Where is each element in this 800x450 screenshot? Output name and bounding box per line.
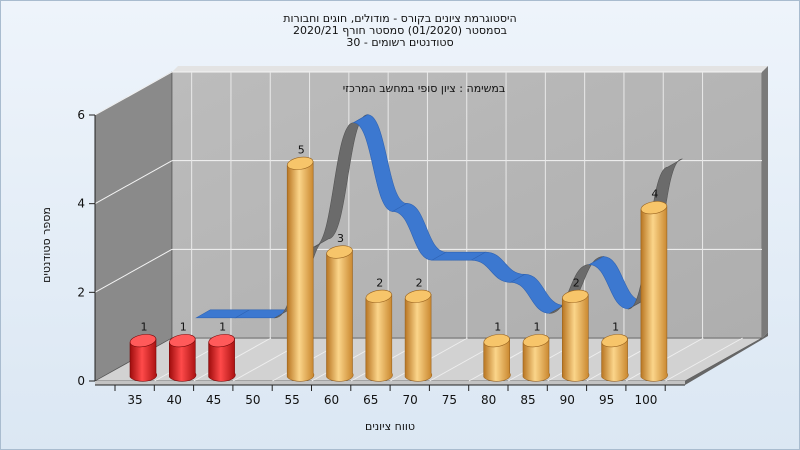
bar bbox=[562, 289, 590, 382]
x-axis-label: טווח ציונים bbox=[365, 420, 415, 433]
bar-top bbox=[208, 334, 235, 348]
bar bbox=[169, 334, 197, 382]
x-tick-label: 85 bbox=[520, 393, 535, 407]
back-wall-top bbox=[172, 66, 768, 72]
bar-body bbox=[208, 338, 236, 382]
bar-value-label: 5 bbox=[298, 143, 305, 156]
bar-value-label: 1 bbox=[534, 321, 541, 334]
bar bbox=[601, 334, 629, 382]
bar bbox=[286, 156, 315, 382]
bar-body bbox=[640, 205, 668, 382]
bar-body bbox=[601, 338, 629, 382]
chart-title-line-1: היסטוגרמת ציונים בקורס - מודולים, חוגים … bbox=[283, 12, 517, 25]
bar-body bbox=[562, 293, 590, 382]
x-tick-label: 50 bbox=[245, 393, 260, 407]
x-tick-label: 45 bbox=[206, 393, 221, 407]
bar-body bbox=[404, 293, 433, 382]
side-gridline bbox=[94, 160, 173, 205]
x-tick-label: 40 bbox=[167, 393, 182, 407]
bar-top bbox=[562, 289, 589, 303]
y-axis-label: מספר סטודנטים bbox=[40, 207, 53, 283]
bar-body bbox=[129, 338, 157, 382]
bar-top bbox=[640, 201, 668, 215]
x-tick-label: 95 bbox=[599, 393, 614, 407]
bar bbox=[326, 245, 354, 382]
x-tick-label: 35 bbox=[127, 393, 142, 407]
chart-subtitle: במשימה : ציון סופי במחשב המרכזי bbox=[343, 82, 506, 95]
floor-front-edge bbox=[95, 381, 685, 385]
bar bbox=[483, 334, 511, 382]
y-tick-label: 6 bbox=[77, 108, 85, 122]
x-tick-label: 60 bbox=[324, 393, 339, 407]
x-tick-label: 100 bbox=[634, 393, 657, 407]
bar-body bbox=[483, 338, 511, 382]
bar-body bbox=[522, 338, 550, 382]
bar-top bbox=[326, 245, 353, 259]
bar-value-label: 1 bbox=[180, 321, 187, 334]
side-gridline bbox=[94, 71, 173, 116]
x-tick-label: 90 bbox=[560, 393, 575, 407]
bar bbox=[404, 289, 433, 382]
y-tick-label: 4 bbox=[77, 197, 85, 211]
x-tick-label: 55 bbox=[285, 393, 300, 407]
bar-top bbox=[169, 334, 196, 348]
chart-title-line-3: 30 - סטודנטים רשומים bbox=[346, 36, 454, 49]
bar-value-label: 1 bbox=[612, 321, 619, 334]
bar-value-label: 1 bbox=[141, 321, 148, 334]
back-wall-right bbox=[762, 66, 768, 338]
bar-value-label: 3 bbox=[337, 232, 344, 245]
bar-top bbox=[601, 334, 628, 348]
bar-body bbox=[286, 160, 315, 382]
bar-value-label: 2 bbox=[416, 276, 423, 289]
bar-value-label: 2 bbox=[573, 276, 580, 289]
bars: 1 1 1 5 3 2 2 1 1 2 1 4 bbox=[129, 143, 668, 382]
bar-body bbox=[365, 293, 393, 382]
y-tick-label: 2 bbox=[77, 285, 85, 299]
bar bbox=[129, 334, 157, 382]
bar-top bbox=[365, 289, 392, 303]
side-wall bbox=[94, 71, 173, 382]
y-tick-label: 0 bbox=[77, 374, 85, 388]
floor-gridline bbox=[665, 337, 743, 382]
bar-top bbox=[522, 334, 550, 348]
x-tick-label: 70 bbox=[402, 393, 417, 407]
bar bbox=[365, 289, 393, 382]
bar-top bbox=[483, 334, 510, 348]
bar bbox=[640, 201, 668, 382]
bar-value-label: 2 bbox=[376, 276, 383, 289]
bar-top bbox=[287, 156, 314, 170]
bar-top bbox=[129, 334, 157, 348]
bar-top bbox=[404, 289, 432, 303]
bar-body bbox=[326, 249, 354, 382]
x-tick-label: 80 bbox=[481, 393, 496, 407]
bar-value-label: 1 bbox=[219, 321, 226, 334]
x-tick-label: 75 bbox=[442, 393, 457, 407]
bar bbox=[522, 334, 550, 382]
bar-body bbox=[169, 338, 197, 382]
x-tick-label: 65 bbox=[363, 393, 378, 407]
side-gridline bbox=[94, 248, 173, 293]
bar-value-label: 1 bbox=[494, 321, 501, 334]
bar-value-label: 4 bbox=[651, 188, 658, 201]
chart-title-line-2: בסמסטר (01/2020) סמסטר חורף 2020/21 bbox=[293, 24, 507, 37]
floor-right bbox=[685, 332, 768, 385]
bar bbox=[208, 334, 236, 382]
